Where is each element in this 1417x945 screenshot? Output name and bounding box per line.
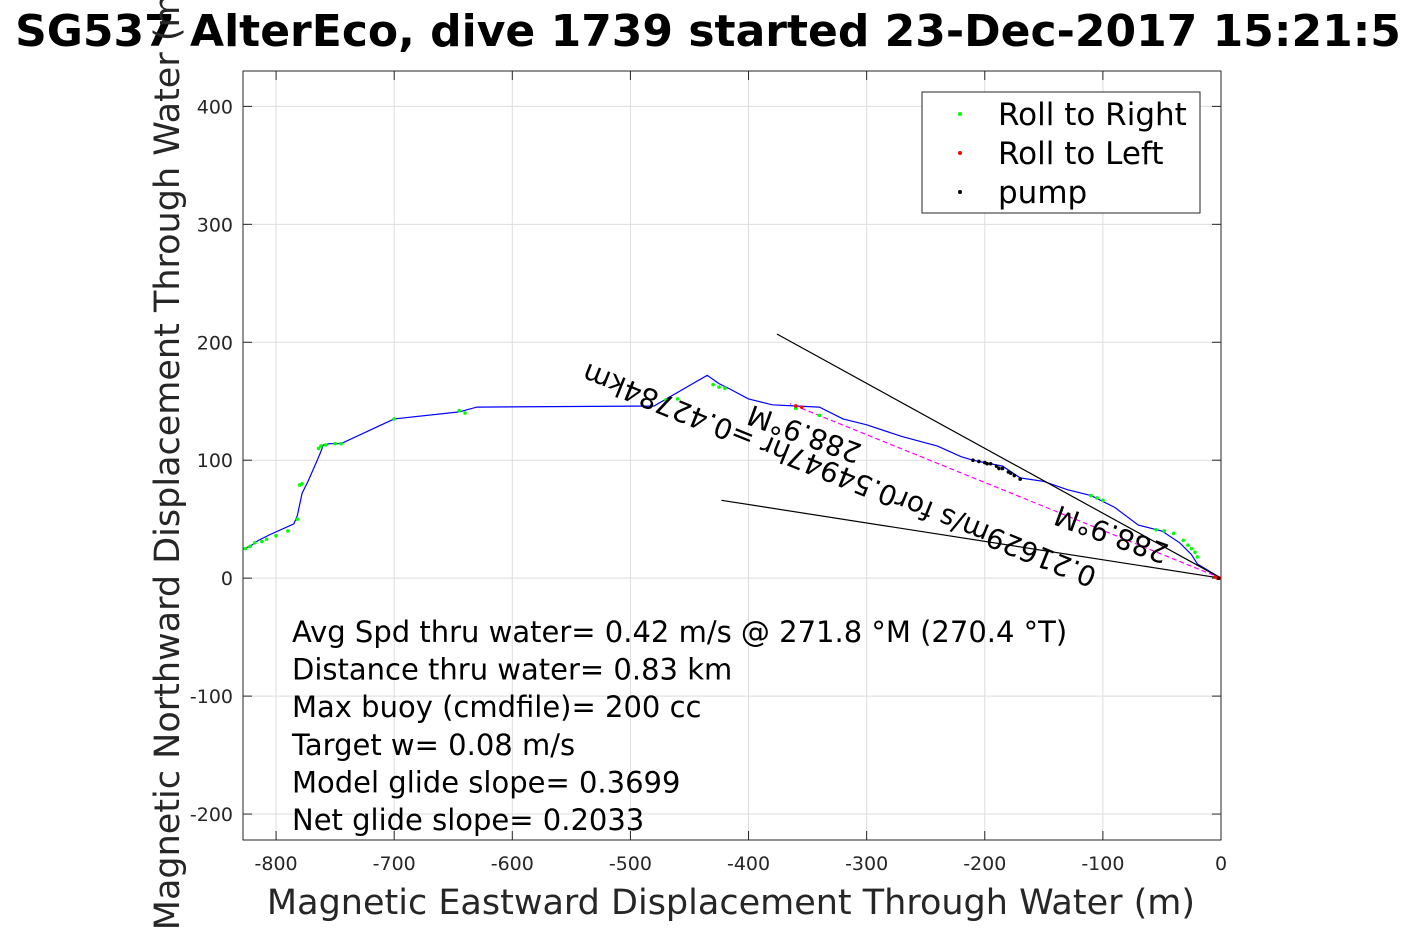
roll-left-marker xyxy=(799,405,804,409)
legend-label: Roll to Right xyxy=(998,97,1187,133)
stats-line: Net glide slope= 0.2033 xyxy=(292,803,644,837)
roll-right-marker xyxy=(248,544,252,549)
y-tick-label: 300 xyxy=(197,214,233,236)
x-tick-label: -500 xyxy=(609,853,652,875)
x-tick-label: -700 xyxy=(373,853,416,875)
roll-right-marker xyxy=(1171,531,1176,536)
roll-right-marker xyxy=(1195,555,1200,559)
roll-right-marker xyxy=(711,382,715,387)
roll-right-marker xyxy=(1186,543,1190,547)
y-axis-label: Magnetic Northward Displacement Through … xyxy=(148,0,188,930)
pump-marker xyxy=(985,461,989,466)
pump-marker xyxy=(1008,471,1013,475)
roll-right-marker xyxy=(675,397,680,401)
legend-label: pump xyxy=(998,175,1087,211)
roll-right-marker xyxy=(253,540,257,545)
roll-right-marker xyxy=(723,386,727,391)
ticks: -800 -700 -600 -500 -400 -300 -200 -100 0 -200 -10… xyxy=(190,71,1227,875)
series-line-2 xyxy=(776,333,1222,579)
legend-marker xyxy=(958,151,962,155)
roll-right-marker xyxy=(817,413,822,418)
x-axis-label: Magnetic Eastward Displacement Through W… xyxy=(267,883,1195,923)
roll-right-marker xyxy=(260,539,264,544)
roll-right-marker xyxy=(1095,496,1099,500)
roll-right-marker xyxy=(316,446,321,451)
roll-right-marker xyxy=(1181,538,1186,543)
x-tick-label: -100 xyxy=(1081,853,1124,875)
roll-right-marker xyxy=(295,517,300,521)
y-tick-label: 400 xyxy=(197,96,233,118)
markers-group xyxy=(243,382,1222,580)
roll-right-marker xyxy=(1154,528,1158,532)
stats-line: Target w= 0.08 m/s xyxy=(291,728,575,762)
stats-line: Model glide slope= 0.3699 xyxy=(292,765,680,799)
roll-right-marker xyxy=(463,411,467,415)
roll-right-marker xyxy=(297,483,302,487)
legend-marker xyxy=(958,112,962,116)
roll-right-marker xyxy=(1162,529,1167,533)
x-tick-label: -300 xyxy=(845,853,888,875)
legend-marker xyxy=(958,190,962,194)
roll-right-marker xyxy=(264,537,269,542)
roll-right-marker xyxy=(1193,550,1197,555)
pump-marker xyxy=(1012,473,1017,478)
pump-marker xyxy=(994,464,999,468)
legend-box xyxy=(921,91,1201,214)
stats-box: Avg Spd thru water= 0.42 m/s @ 271.8 °M … xyxy=(291,615,1067,837)
x-tick-label: 0 xyxy=(1215,853,1227,875)
axes-box xyxy=(242,70,1222,841)
roll-right-marker xyxy=(664,398,668,402)
y-tick-label: 200 xyxy=(197,332,233,354)
x-tick-label: -600 xyxy=(491,853,534,875)
x-tick-label: -200 xyxy=(963,853,1006,875)
roll-right-marker xyxy=(1101,498,1105,503)
series-line-3 xyxy=(721,499,1222,579)
y-tick-label: -200 xyxy=(190,804,233,826)
pump-marker xyxy=(977,459,981,464)
pump-marker xyxy=(988,461,993,466)
legend-label: Roll to Left xyxy=(998,136,1164,172)
roll-right-marker xyxy=(319,444,323,448)
y-tick-label: 100 xyxy=(197,450,233,472)
pump-marker xyxy=(997,466,1001,471)
chart-title: SG537 AlterEco, dive 1739 started 23-Dec… xyxy=(15,6,1401,57)
pump-marker xyxy=(971,458,975,463)
stats-line: Distance thru water= 0.83 km xyxy=(292,653,732,687)
roll-right-marker xyxy=(1189,546,1194,551)
y-tick-label: -100 xyxy=(190,686,233,708)
pump-marker xyxy=(1018,477,1023,481)
roll-right-marker xyxy=(717,385,721,389)
roll-right-marker xyxy=(392,417,396,421)
y-tick-label: 0 xyxy=(221,568,233,590)
roll-right-marker xyxy=(1089,493,1093,498)
pump-marker xyxy=(1000,466,1005,471)
roll-right-marker xyxy=(457,408,461,413)
roll-right-marker xyxy=(333,441,337,446)
roll-left-marker xyxy=(1213,575,1217,579)
series-line-1 xyxy=(789,403,1222,579)
roll-right-marker xyxy=(339,441,343,446)
roll-right-marker xyxy=(286,529,290,533)
x-tick-label: -400 xyxy=(727,853,770,875)
roll-right-marker xyxy=(323,443,328,447)
x-tick-label: -800 xyxy=(255,853,298,875)
stats-line: Avg Spd thru water= 0.42 m/s @ 271.8 °M … xyxy=(292,615,1067,649)
axes-frame xyxy=(242,70,1222,841)
roll-right-marker xyxy=(274,533,278,538)
pump-marker xyxy=(1216,576,1221,580)
roll-right-marker xyxy=(243,546,248,551)
stats-line: Max buoy (cmdfile)= 200 cc xyxy=(292,690,701,724)
roll-left-marker xyxy=(793,404,798,408)
